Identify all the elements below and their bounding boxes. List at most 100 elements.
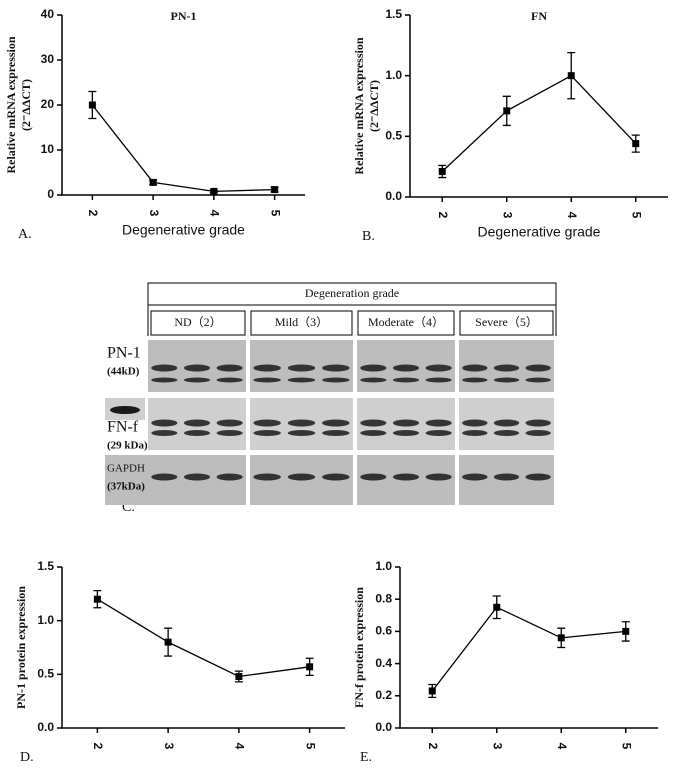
y-axis-label: Relative mRNA expression (4, 36, 18, 173)
blot-band (322, 364, 350, 372)
blot-band (151, 473, 178, 481)
blot-band (493, 419, 520, 427)
blot-band (392, 377, 420, 383)
blot-band (151, 430, 178, 436)
blot-band (253, 473, 281, 481)
marker (88, 101, 96, 109)
marker (557, 634, 565, 642)
y-tick-label: 0.6 (375, 624, 392, 638)
data-line (91, 104, 275, 193)
blot-band (425, 377, 452, 383)
blot-band (462, 364, 488, 372)
marker (503, 107, 511, 115)
blot-band (525, 430, 551, 436)
x-tick-label: 4 (233, 743, 247, 750)
blot-band (253, 377, 281, 383)
marker (149, 178, 157, 186)
x-tick-label: 4 (208, 210, 222, 217)
marker (567, 72, 575, 80)
marker (164, 638, 172, 646)
blot-band (183, 364, 211, 372)
marker (235, 672, 243, 680)
row-size: (44kD) (107, 366, 140, 378)
blot-band (151, 419, 178, 427)
y-axis-sublabel: (2⁻ΔΔCT) (19, 79, 33, 131)
blot-band (287, 473, 316, 481)
row-size: (29 kDa) (107, 440, 148, 452)
row-size: (37kDa) (107, 481, 145, 493)
blot-band (183, 473, 211, 481)
y-axis-sublabel: (2⁻ΔΔCT) (367, 80, 381, 132)
y-tick-label: 0.0 (385, 189, 402, 203)
blot-band (322, 473, 350, 481)
blot-band (462, 419, 488, 427)
x-tick-label: 3 (147, 210, 161, 217)
blot-band (493, 430, 520, 436)
x-tick-label: 3 (501, 212, 515, 219)
x-tick-label: 4 (555, 743, 569, 750)
blot-band (462, 377, 488, 383)
blot-band (216, 364, 243, 372)
blot-band (392, 419, 420, 427)
blot-band (392, 364, 420, 372)
group-box (459, 310, 554, 336)
x-axis-label: Degenerative grade (478, 224, 601, 240)
chart-title: PN-1 (171, 9, 197, 23)
y-axis-label: PN-1 protein expression (14, 586, 28, 709)
blot-band (151, 364, 178, 372)
marker (438, 168, 446, 176)
blot-band (253, 430, 281, 436)
y-tick-label: 0.2 (375, 688, 392, 702)
row-label: FN-f (107, 419, 139, 436)
blot-band (462, 430, 488, 436)
panel-label: D. (20, 750, 34, 765)
group-label: Severe（5） (475, 315, 538, 329)
y-tick-label: 1.0 (375, 559, 392, 573)
y-tick-label: 1.0 (37, 613, 54, 627)
y-tick-label: 40 (41, 7, 55, 21)
header-box (147, 282, 557, 306)
blot-band (183, 377, 211, 383)
panel-label: E. (360, 750, 372, 765)
data-line (431, 606, 626, 692)
marker (493, 603, 501, 611)
x-tick-label: 3 (162, 743, 176, 750)
blot-band (425, 430, 452, 436)
blot-band (525, 419, 551, 427)
marker (271, 186, 279, 194)
blot-header: Degeneration grade (305, 286, 399, 300)
blot-band (287, 430, 316, 436)
y-tick-label: 10 (41, 142, 55, 156)
row-label: PN-1 (107, 345, 141, 362)
y-axis-label: FN-f protein expression (352, 587, 366, 708)
y-axis-label: Relative mRNA expression (352, 37, 366, 174)
marker (210, 187, 218, 195)
blot-band (425, 473, 452, 481)
y-tick-label: 1.0 (385, 68, 402, 82)
blot-band (360, 419, 387, 427)
blot-band (462, 473, 488, 481)
y-tick-label: 1.5 (385, 7, 402, 21)
blot-lane (105, 455, 148, 505)
marker (93, 595, 101, 603)
y-tick-label: 20 (41, 97, 55, 111)
blot-band (183, 419, 211, 427)
marker (306, 663, 314, 671)
group-box (150, 310, 246, 336)
x-tick-label: 2 (436, 212, 450, 219)
data-line (441, 74, 637, 172)
blot-band (216, 419, 243, 427)
marker (632, 140, 640, 148)
blot-band (525, 473, 551, 481)
y-tick-label: 0.0 (375, 720, 392, 734)
group-box (250, 310, 353, 336)
y-tick-label: 0.4 (375, 656, 392, 670)
marker (622, 627, 630, 635)
blot-band (216, 377, 243, 383)
blot-band (360, 377, 387, 383)
blot-band (425, 364, 452, 372)
blot-band (322, 377, 350, 383)
x-tick-label: 2 (91, 743, 105, 750)
group-label: ND（2） (174, 315, 221, 329)
x-tick-label: 2 (86, 210, 100, 217)
